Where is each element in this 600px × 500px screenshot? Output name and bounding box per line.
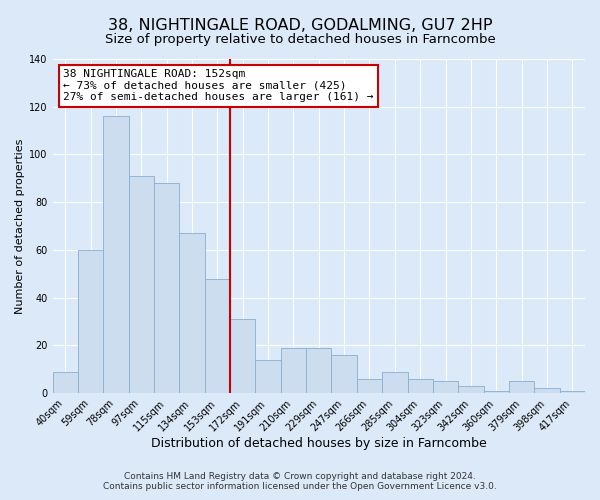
Bar <box>306 348 331 393</box>
Bar <box>230 319 256 393</box>
Text: Contains HM Land Registry data © Crown copyright and database right 2024.: Contains HM Land Registry data © Crown c… <box>124 472 476 481</box>
Bar <box>205 278 230 393</box>
Text: 38 NIGHTINGALE ROAD: 152sqm
← 73% of detached houses are smaller (425)
27% of se: 38 NIGHTINGALE ROAD: 152sqm ← 73% of det… <box>63 69 374 102</box>
Bar <box>534 388 560 393</box>
Bar <box>281 348 306 393</box>
Bar <box>357 378 382 393</box>
Bar <box>256 360 281 393</box>
Bar <box>382 372 407 393</box>
Bar <box>103 116 128 393</box>
Y-axis label: Number of detached properties: Number of detached properties <box>15 138 25 314</box>
Bar <box>458 386 484 393</box>
Bar <box>433 381 458 393</box>
Text: 38, NIGHTINGALE ROAD, GODALMING, GU7 2HP: 38, NIGHTINGALE ROAD, GODALMING, GU7 2HP <box>108 18 492 32</box>
Bar <box>179 233 205 393</box>
Bar <box>78 250 103 393</box>
Bar <box>484 390 509 393</box>
Text: Size of property relative to detached houses in Farncombe: Size of property relative to detached ho… <box>104 32 496 46</box>
Bar <box>331 355 357 393</box>
Bar <box>407 378 433 393</box>
Bar <box>154 183 179 393</box>
Text: Contains public sector information licensed under the Open Government Licence v3: Contains public sector information licen… <box>103 482 497 491</box>
X-axis label: Distribution of detached houses by size in Farncombe: Distribution of detached houses by size … <box>151 437 487 450</box>
Bar <box>128 176 154 393</box>
Bar <box>509 381 534 393</box>
Bar <box>53 372 78 393</box>
Bar <box>560 390 585 393</box>
